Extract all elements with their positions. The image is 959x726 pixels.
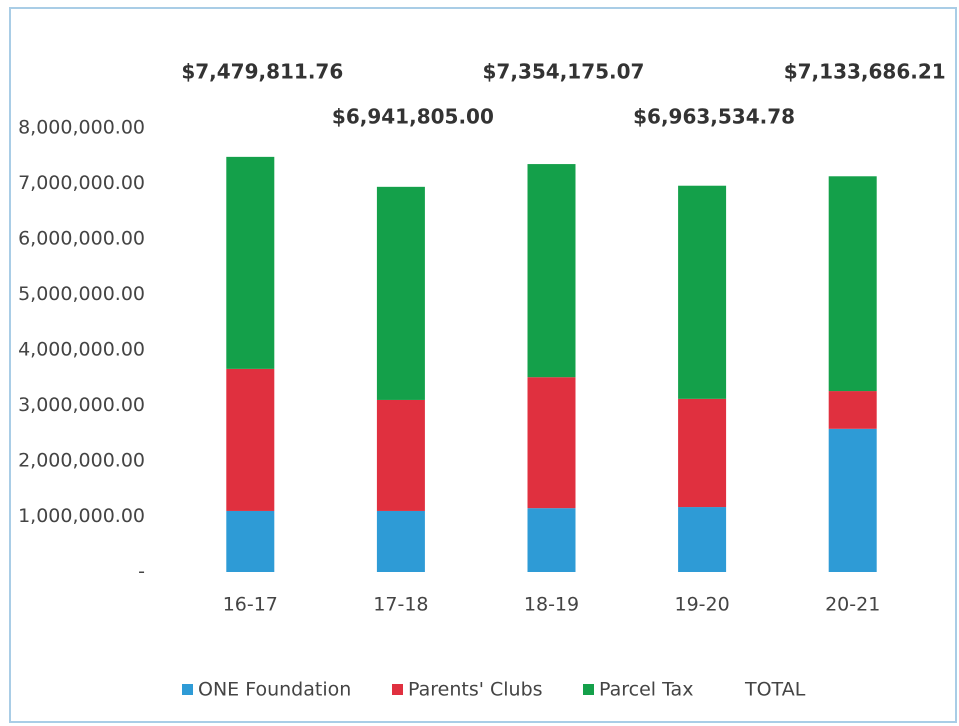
total-label: $7,133,686.21: [784, 60, 946, 84]
bar-segment: [678, 398, 727, 508]
legend-swatch: [392, 684, 403, 695]
bar-segment: [226, 156, 275, 369]
y-tick-label: 3,000,000.00: [18, 394, 145, 416]
bar-segment: [527, 508, 576, 572]
chart-frame: [9, 7, 957, 723]
bar-segment: [828, 176, 877, 392]
bar-segment: [828, 428, 877, 572]
y-tick-label: 8,000,000.00: [18, 117, 145, 139]
total-label: $6,963,534.78: [633, 105, 795, 129]
bar-segment: [828, 391, 877, 429]
y-tick-label: 7,000,000.00: [18, 172, 145, 194]
legend-swatch: [182, 684, 193, 695]
bar-segment: [678, 507, 727, 572]
legend-label: Parents' Clubs: [408, 679, 543, 701]
bar-segment: [376, 510, 425, 572]
bar-segment: [527, 377, 576, 509]
legend-label: Parcel Tax: [599, 679, 693, 701]
total-label: $7,479,811.76: [181, 60, 343, 84]
total-label: $6,941,805.00: [332, 105, 494, 129]
legend-swatch: [583, 684, 594, 695]
bar-segment: [376, 186, 425, 400]
x-tick-label: 17-18: [373, 594, 428, 616]
x-tick-label: 18-19: [524, 594, 579, 616]
x-tick-label: 16-17: [223, 594, 278, 616]
bar-segment: [226, 368, 275, 511]
bar-segment: [226, 510, 275, 572]
bar-segment: [678, 185, 727, 399]
y-tick-label: 1,000,000.00: [18, 505, 145, 527]
x-tick-label: 20-21: [825, 594, 880, 616]
bar-segment: [376, 399, 425, 511]
y-tick-label: 5,000,000.00: [18, 283, 145, 305]
bar-segment: [527, 164, 576, 378]
y-tick-label: 2,000,000.00: [18, 450, 145, 472]
y-tick-label: 4,000,000.00: [18, 339, 145, 361]
x-tick-label: 19-20: [674, 594, 729, 616]
legend-label: TOTAL: [744, 679, 806, 701]
legend-label: ONE Foundation: [198, 679, 351, 701]
y-tick-label: 6,000,000.00: [18, 228, 145, 250]
total-label: $7,354,175.07: [483, 60, 645, 84]
y-tick-label: -: [138, 561, 145, 583]
